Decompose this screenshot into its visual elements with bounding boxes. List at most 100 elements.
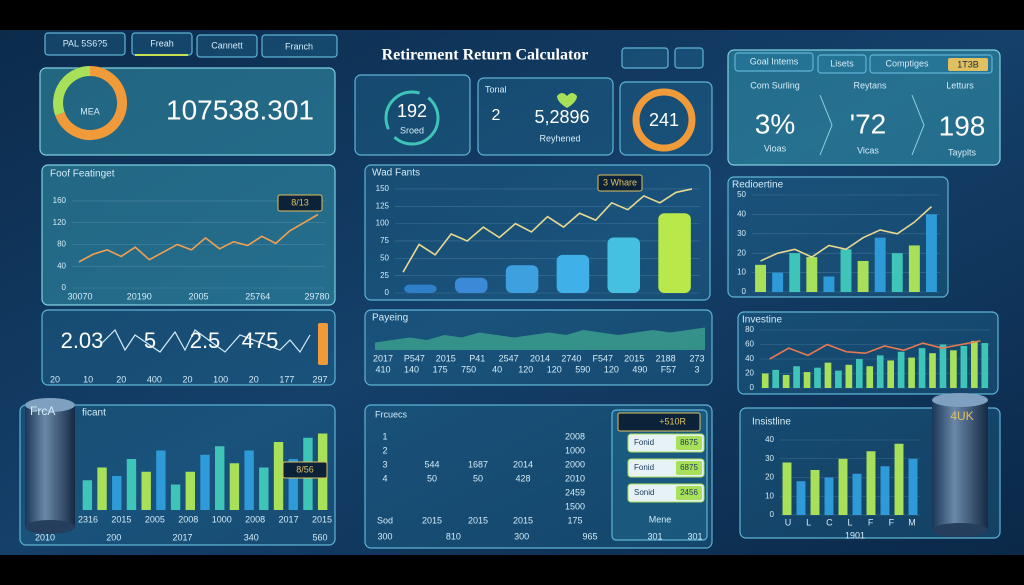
icon-button[interactable] <box>674 47 704 69</box>
y-tick-label: 30 <box>737 229 746 238</box>
y-tick-label: 40 <box>57 261 66 270</box>
x-tick-label: 2008 <box>245 514 265 524</box>
bar <box>185 471 195 510</box>
bar <box>806 257 818 292</box>
tab[interactable] <box>44 32 126 56</box>
table-footer: 300 <box>377 531 392 541</box>
stat-value: 241 <box>649 110 679 130</box>
tab[interactable] <box>734 52 814 72</box>
table-cell: 50 <box>473 473 483 483</box>
bar <box>126 459 137 510</box>
bar <box>823 276 835 292</box>
panel <box>41 309 336 386</box>
table-cell: 2010 <box>565 473 585 483</box>
x-tick-label: 297 <box>312 374 327 384</box>
chart-title: Wad Fants <box>372 168 420 179</box>
stat-value: 5,2896 <box>534 107 589 127</box>
x-tick-label: 10 <box>83 374 93 384</box>
badge-text: 3 Whare <box>603 177 637 187</box>
bar <box>852 473 862 515</box>
x-tick-label: 2316 <box>78 514 98 524</box>
bar <box>170 484 181 510</box>
x-tick-label: 490 <box>632 364 647 374</box>
tab[interactable] <box>261 34 338 58</box>
y-tick-label: 0 <box>750 383 755 392</box>
legend-label: 2010 <box>35 532 55 542</box>
bar <box>918 348 926 388</box>
y-tick-label: 0 <box>62 283 67 292</box>
x-tick-label: 400 <box>147 374 162 384</box>
cylinder <box>25 405 75 527</box>
cylinder-bottom <box>932 523 988 537</box>
tab-label[interactable]: PAL 5S6?5 <box>63 38 108 48</box>
bar <box>793 366 800 388</box>
strip-value: 2.5 <box>190 328 221 353</box>
x-tick-label: M <box>908 517 916 527</box>
bar <box>82 480 93 510</box>
tab-label[interactable]: Comptiges <box>885 58 929 68</box>
card-name: Fonid <box>634 438 654 447</box>
y-tick-label: 20 <box>737 248 746 257</box>
chart-title: Payeing <box>372 313 408 324</box>
x-tick-label: 20 <box>50 374 60 384</box>
tab-label[interactable]: Goal Intems <box>750 56 799 66</box>
table-cell: 2459 <box>565 487 585 497</box>
bar <box>894 443 904 515</box>
tab-label[interactable]: Lisets <box>830 58 854 68</box>
y-tick-label: 25 <box>380 271 389 280</box>
note: Mene <box>649 514 672 524</box>
bar <box>505 265 539 293</box>
x-tick-label: 120 <box>547 364 562 374</box>
bar <box>835 370 842 388</box>
badge-text: 1T3B <box>957 59 979 69</box>
icon-button[interactable] <box>621 47 669 69</box>
x-tick-label: F547 <box>593 353 614 363</box>
legend-label: 560 <box>312 532 327 542</box>
letterbox <box>0 0 1024 30</box>
panel <box>41 164 336 306</box>
bar <box>244 450 254 510</box>
tab-label[interactable]: Franch <box>285 41 313 51</box>
x-tick-label: 2005 <box>145 514 165 524</box>
bar <box>970 340 978 388</box>
chart-title: ficant <box>82 408 106 419</box>
y-tick-label: 120 <box>53 218 67 227</box>
x-tick-label: 30070 <box>67 291 92 301</box>
tab[interactable] <box>196 34 258 58</box>
table-footer: 810 <box>446 531 461 541</box>
bar <box>857 260 869 292</box>
badge <box>282 461 328 479</box>
bar <box>200 454 210 510</box>
donut-label: MEA <box>80 106 100 116</box>
legend-label: 340 <box>244 532 259 542</box>
x-tick-label: P41 <box>469 353 485 363</box>
card-name: Sonid <box>634 488 654 497</box>
tab-label[interactable]: Freah <box>150 38 174 48</box>
tab[interactable] <box>817 54 867 74</box>
y-tick-label: 40 <box>737 210 746 219</box>
bar <box>782 462 792 515</box>
bar <box>929 353 936 388</box>
tab-label[interactable]: Cannett <box>211 40 243 50</box>
legend-label: 2017 <box>172 532 192 542</box>
bar <box>454 277 488 293</box>
column-head: Reytans <box>853 80 887 90</box>
bar <box>112 476 122 510</box>
table-footer: 965 <box>582 531 597 541</box>
chart-title: Foof Featinget <box>50 169 115 180</box>
x-tick-label: U <box>785 517 792 527</box>
x-tick-label: P547 <box>404 353 425 363</box>
heart-icon <box>557 93 577 108</box>
x-tick-label: 140 <box>404 364 419 374</box>
x-tick-label: 120 <box>518 364 533 374</box>
bar <box>772 272 784 292</box>
line <box>78 213 319 263</box>
table-cell: 1 <box>382 431 387 441</box>
strip-value: 475 <box>242 328 279 353</box>
y-tick-label: 160 <box>53 196 67 205</box>
column-label: Tayplts <box>948 147 977 157</box>
indicator <box>318 323 328 365</box>
x-tick-label: 100 <box>213 374 228 384</box>
